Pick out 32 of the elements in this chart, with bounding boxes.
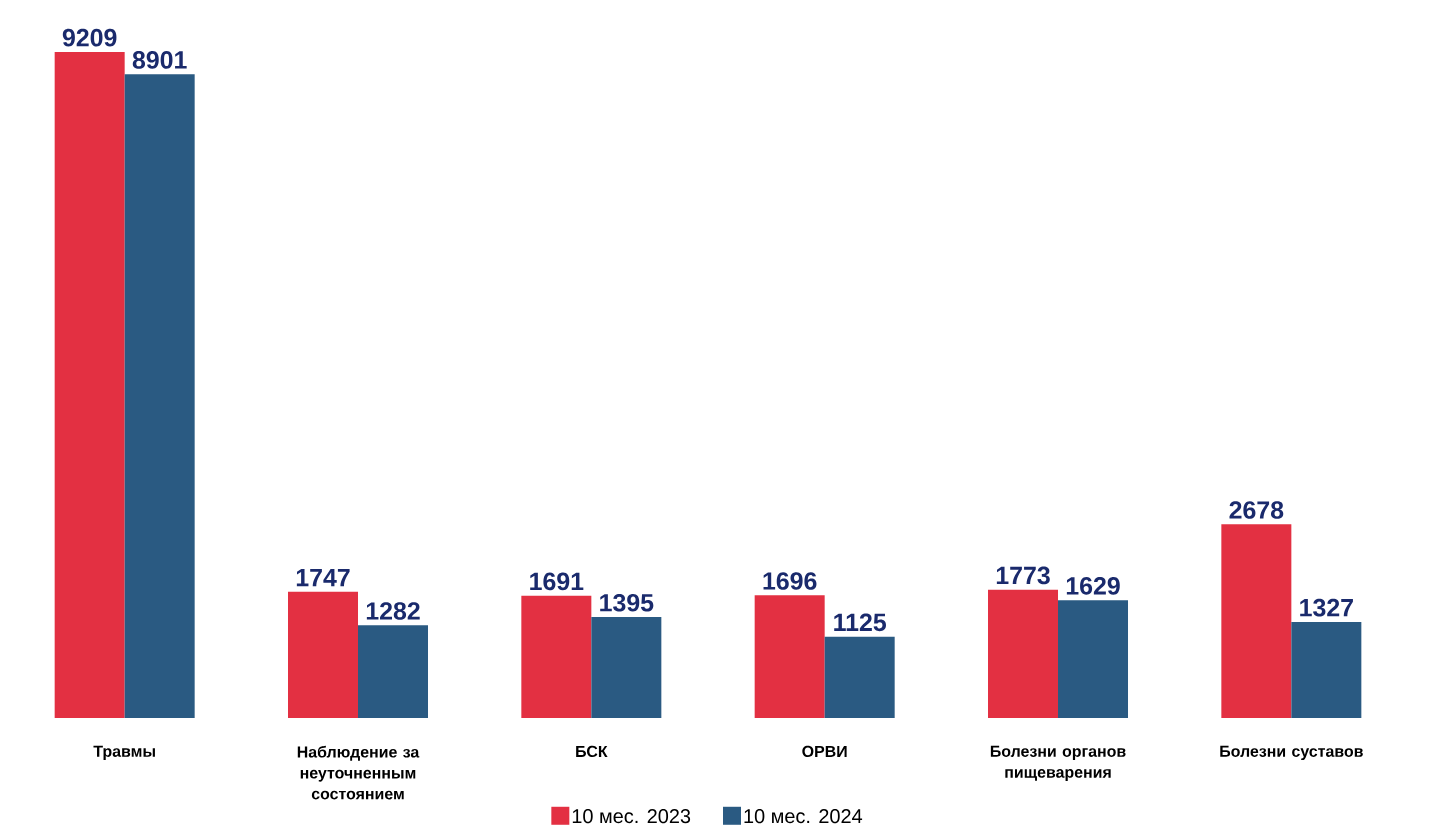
bar <box>1058 600 1129 718</box>
legend-label: 10 мес. 2023 <box>572 809 691 824</box>
bar <box>1221 524 1292 718</box>
bar <box>754 595 825 718</box>
bar <box>124 74 195 718</box>
bar <box>358 625 428 718</box>
data-label: 8901 <box>132 51 187 69</box>
data-label: 1747 <box>296 568 350 587</box>
data-label: 1629 <box>1066 577 1120 595</box>
data-label: 9209 <box>62 28 117 47</box>
x-tick-label: БСК <box>576 745 608 758</box>
x-tick-label: Болезни органов пищеварения <box>990 745 1126 781</box>
x-tick-label: Травмы <box>93 745 155 761</box>
x-tick-label: ОРВИ <box>802 745 847 758</box>
legend-label: 10 мес. 2024 <box>744 809 863 824</box>
bar <box>988 589 1059 718</box>
bar <box>1291 622 1362 718</box>
data-label: 1282 <box>366 602 420 620</box>
bar <box>824 636 895 718</box>
data-label: 1327 <box>1300 598 1353 617</box>
bar <box>521 595 592 718</box>
bar <box>54 51 125 718</box>
bar <box>288 591 358 718</box>
x-tick-label: Наблюдение за неуточненным состоянием <box>297 745 420 800</box>
bar <box>591 617 662 718</box>
data-label: 1395 <box>600 593 654 612</box>
data-label: 1125 <box>834 613 886 632</box>
data-label: 1696 <box>763 572 817 590</box>
data-label: 1691 <box>530 572 584 591</box>
data-label: 2678 <box>1229 501 1284 519</box>
x-tick-label: Болезни суставов <box>1220 745 1363 761</box>
data-label: 1773 <box>996 566 1050 585</box>
